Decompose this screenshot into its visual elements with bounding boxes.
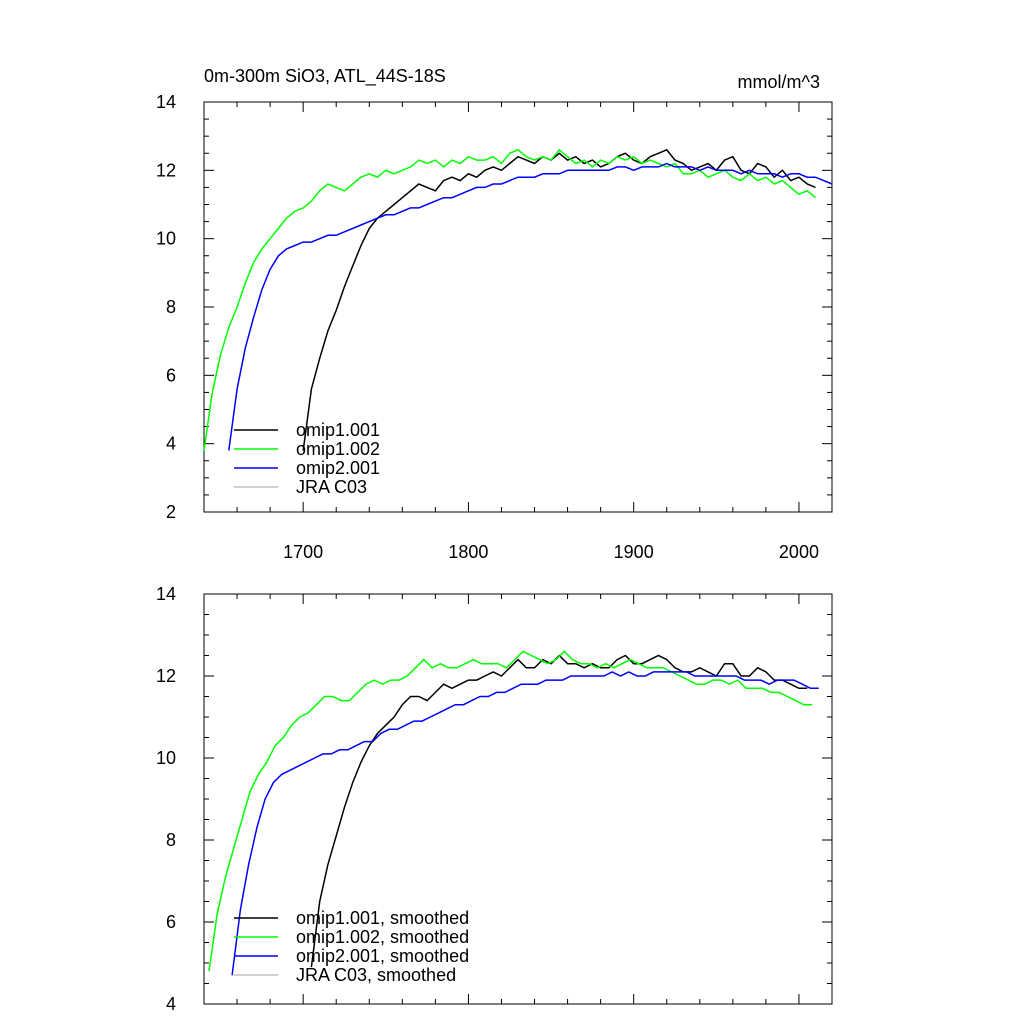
legend-label: JRA C03, smoothed bbox=[296, 965, 456, 985]
y-tick-label: 6 bbox=[166, 912, 176, 932]
y-tick-label: 12 bbox=[156, 160, 176, 180]
y-tick-label: 2 bbox=[166, 502, 176, 522]
y-tick-label: 4 bbox=[166, 434, 176, 454]
x-tick-label: 2000 bbox=[779, 542, 819, 562]
x-tick-label: 1700 bbox=[283, 542, 323, 562]
y-tick-label: 10 bbox=[156, 748, 176, 768]
legend-label: omip1.001, smoothed bbox=[296, 908, 469, 928]
x-tick-label: 1900 bbox=[614, 542, 654, 562]
chart-units: mmol/m^3 bbox=[738, 72, 820, 92]
y-tick-label: 14 bbox=[156, 584, 176, 604]
y-tick-label: 12 bbox=[156, 666, 176, 686]
x-tick-label: 1800 bbox=[448, 542, 488, 562]
y-tick-label: 4 bbox=[166, 994, 176, 1014]
y-tick-label: 8 bbox=[166, 297, 176, 317]
legend-label: omip2.001 bbox=[296, 458, 380, 478]
legend-label: omip1.002 bbox=[296, 439, 380, 459]
legend-label: omip1.002, smoothed bbox=[296, 927, 469, 947]
series-line-omip1-002 bbox=[203, 148, 816, 451]
legend-label: omip2.001, smoothed bbox=[296, 946, 469, 966]
y-tick-label: 14 bbox=[156, 92, 176, 112]
y-tick-label: 6 bbox=[166, 365, 176, 385]
series-line-omip2-001-smoothed bbox=[231, 671, 819, 976]
chart-title: 0m-300m SiO3, ATL_44S-18S bbox=[204, 66, 446, 87]
top-panel: 2 4 6 8 10 12 14 1700 1800 1900 2000 omip1.001omip1… bbox=[156, 92, 833, 562]
series-line-omip2-001 bbox=[228, 162, 833, 451]
y-tick-label: 8 bbox=[166, 830, 176, 850]
series-line-omip1-002-smoothed bbox=[208, 650, 813, 972]
legend-label: JRA C03 bbox=[296, 477, 367, 497]
y-tick-label: 10 bbox=[156, 229, 176, 249]
series-line-omip1-001 bbox=[302, 148, 816, 451]
legend-label: omip1.001 bbox=[296, 420, 380, 440]
